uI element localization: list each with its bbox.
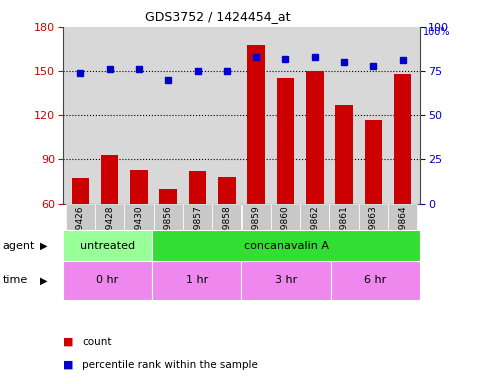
Bar — [218, 177, 236, 204]
Bar — [388, 204, 417, 236]
Bar — [242, 204, 271, 236]
Text: GSM429860: GSM429860 — [281, 205, 290, 260]
Bar — [66, 204, 95, 236]
Bar — [300, 204, 329, 236]
Bar — [152, 261, 242, 300]
Bar — [63, 261, 152, 300]
Text: 100%: 100% — [423, 27, 450, 37]
Bar — [152, 230, 420, 261]
Text: ■: ■ — [63, 360, 73, 370]
Text: 3 hr: 3 hr — [275, 275, 298, 285]
Text: 1 hr: 1 hr — [185, 275, 208, 285]
Bar — [242, 261, 331, 300]
Text: GSM429856: GSM429856 — [164, 205, 173, 260]
Bar — [63, 230, 152, 261]
Text: GSM429857: GSM429857 — [193, 205, 202, 260]
Text: GSM429859: GSM429859 — [252, 205, 261, 260]
Text: untreated: untreated — [80, 241, 135, 251]
Bar — [130, 170, 148, 204]
Text: 6 hr: 6 hr — [364, 275, 387, 285]
Bar — [331, 261, 420, 300]
Text: ▶: ▶ — [40, 241, 48, 251]
Text: ▶: ▶ — [40, 275, 48, 285]
Text: concanavalin A: concanavalin A — [244, 241, 328, 251]
Text: agent: agent — [2, 241, 35, 251]
Bar — [189, 171, 206, 204]
Bar — [101, 155, 118, 204]
Bar — [124, 204, 154, 236]
Text: GSM429430: GSM429430 — [134, 205, 143, 260]
Text: GSM429863: GSM429863 — [369, 205, 378, 260]
Text: GSM429428: GSM429428 — [105, 205, 114, 260]
Bar — [329, 204, 359, 236]
Bar — [277, 78, 294, 204]
Bar — [159, 189, 177, 204]
Text: GSM429858: GSM429858 — [222, 205, 231, 260]
Text: time: time — [2, 275, 28, 285]
Bar — [394, 74, 412, 204]
Text: GSM429862: GSM429862 — [310, 205, 319, 260]
Bar — [271, 204, 300, 236]
Text: 0 hr: 0 hr — [96, 275, 119, 285]
Text: percentile rank within the sample: percentile rank within the sample — [82, 360, 258, 370]
Text: GSM429426: GSM429426 — [76, 205, 85, 260]
Bar — [335, 105, 353, 204]
Bar — [306, 71, 324, 204]
Bar — [154, 204, 183, 236]
Text: ■: ■ — [63, 337, 73, 347]
Bar — [95, 204, 124, 236]
Bar — [359, 204, 388, 236]
Text: count: count — [82, 337, 112, 347]
Text: GSM429864: GSM429864 — [398, 205, 407, 260]
Text: GDS3752 / 1424454_at: GDS3752 / 1424454_at — [144, 10, 290, 23]
Bar — [71, 179, 89, 204]
Bar — [247, 45, 265, 204]
Bar — [183, 204, 212, 236]
Text: GSM429861: GSM429861 — [340, 205, 349, 260]
Bar — [365, 120, 382, 204]
Bar — [212, 204, 242, 236]
